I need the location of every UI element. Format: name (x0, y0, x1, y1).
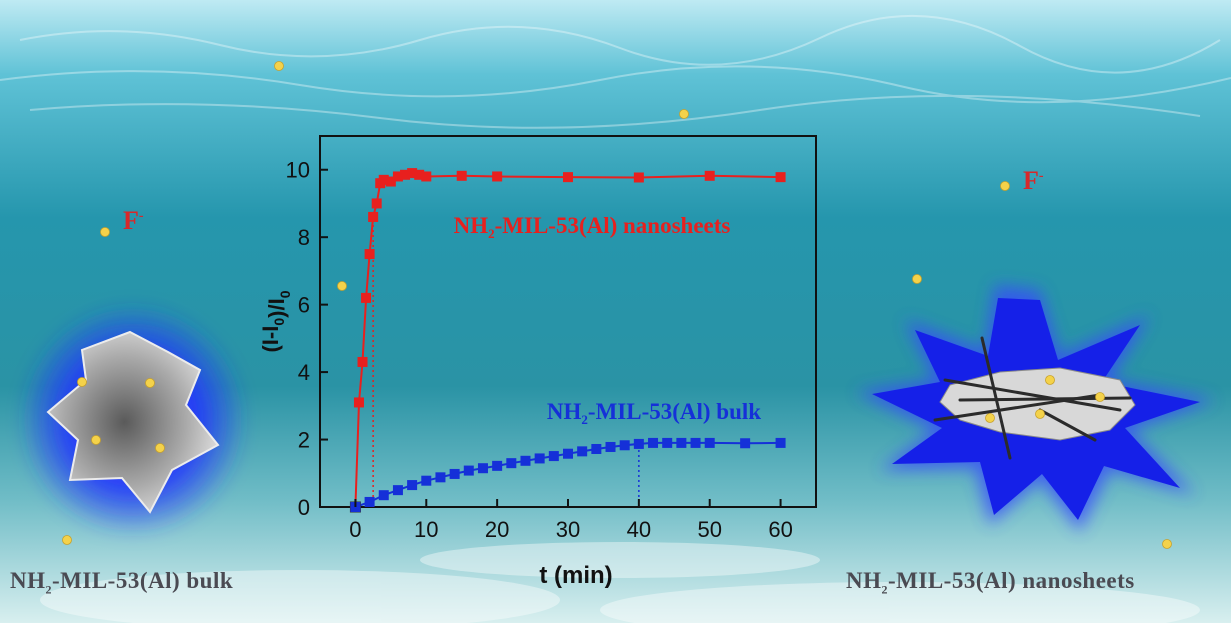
data-point (353, 397, 364, 408)
y-tick-label: 6 (298, 293, 310, 318)
data-point (520, 455, 531, 466)
x-tick-label: 60 (768, 517, 792, 542)
x-tick-label: 30 (556, 517, 580, 542)
data-point (357, 356, 368, 367)
data-point (400, 169, 411, 180)
data-point (414, 169, 425, 180)
sand-floor-light (40, 542, 1200, 623)
data-point (435, 472, 446, 483)
data-point (378, 490, 389, 501)
particle (155, 443, 165, 453)
response-chart: 0 10 20 30 40 50 60 0 2 4 6 8 10 t (min) (I-I0)/I0 NH2… (258, 135, 817, 589)
data-point (492, 171, 503, 182)
series-line (355, 441, 781, 508)
data-point (548, 451, 559, 462)
data-point (407, 480, 418, 491)
data-point (534, 453, 545, 464)
water-surface-ripples (0, 14, 1231, 129)
data-point (563, 448, 573, 459)
bulk-crystal-illustration (18, 302, 248, 538)
data-point (371, 198, 382, 209)
y-tick-label: 0 (298, 495, 310, 520)
particle (1035, 409, 1045, 419)
data-point (676, 437, 687, 448)
particle (274, 61, 284, 71)
particle (1095, 392, 1105, 402)
data-point (563, 172, 573, 183)
data-point (775, 172, 786, 183)
x-tick-label: 40 (627, 517, 651, 542)
particle (1000, 181, 1010, 191)
series-inline-label: NH2-MIL-53(Al) bulk (547, 399, 761, 427)
y-tick-label: 8 (298, 225, 310, 250)
particle (145, 378, 155, 388)
particle (679, 109, 689, 119)
data-point (477, 463, 488, 474)
particle (1045, 375, 1055, 385)
data-point (704, 170, 715, 181)
x-tick-label: 20 (485, 517, 509, 542)
data-point (648, 437, 659, 448)
particle (77, 377, 87, 387)
data-point (392, 485, 403, 496)
x-axis-label: t (min) (539, 562, 612, 589)
nanosheets-illustration (856, 285, 1215, 532)
particle (62, 535, 72, 545)
particle (985, 413, 995, 423)
data-point (378, 174, 389, 185)
data-point (775, 437, 786, 448)
data-point (361, 292, 372, 303)
data-point (449, 468, 460, 479)
data-point (364, 249, 375, 260)
data-point (407, 168, 418, 179)
data-point (506, 458, 517, 469)
floating-particles (62, 61, 1172, 549)
data-point (690, 437, 701, 448)
data-point (368, 211, 379, 222)
data-point (605, 441, 616, 452)
data-point (463, 465, 474, 476)
y-tick-label: 2 (298, 428, 310, 453)
chart-ticks: 0 10 20 30 40 50 60 0 2 4 6 8 10 (286, 158, 793, 542)
data-point (704, 437, 715, 448)
data-point (421, 171, 432, 182)
data-point (633, 438, 644, 449)
x-tick-label: 0 (349, 517, 361, 542)
data-point (364, 496, 375, 507)
y-tick-label: 4 (298, 360, 310, 385)
fluoride-ion-label: F- (123, 206, 144, 235)
particle (337, 281, 347, 291)
chart-annotations (372, 216, 640, 507)
series-inline-label: NH2-MIL-53(Al) nanosheets (454, 213, 731, 241)
data-point (456, 170, 467, 181)
data-point (662, 437, 673, 448)
particle (100, 227, 110, 237)
chart-labels: t (min) (I-I0)/I0 NH2-MIL-53(Al) nanosheet… (258, 213, 761, 589)
data-point (385, 176, 396, 187)
particle (1162, 539, 1172, 549)
x-tick-label: 50 (697, 517, 721, 542)
data-point (591, 443, 602, 454)
series-points (349, 168, 786, 513)
x-tick-label: 10 (414, 517, 438, 542)
data-point (577, 446, 588, 457)
data-point (492, 460, 503, 471)
bulk-caption: NH2-MIL-53(Al) bulk (10, 568, 234, 597)
data-point (421, 475, 432, 486)
y-tick-label: 10 (286, 158, 310, 183)
particle (912, 274, 922, 284)
fluoride-ion-label: F- (1023, 166, 1044, 195)
data-point (619, 440, 630, 451)
data-point (740, 438, 751, 449)
nanosheet-flakes (933, 336, 1136, 460)
data-point (633, 172, 644, 183)
data-point (392, 171, 403, 182)
y-axis-label: (I-I0)/I0 (258, 290, 293, 352)
particle (91, 435, 101, 445)
nanosheets-caption: NH2-MIL-53(Al) nanosheets (846, 568, 1135, 597)
